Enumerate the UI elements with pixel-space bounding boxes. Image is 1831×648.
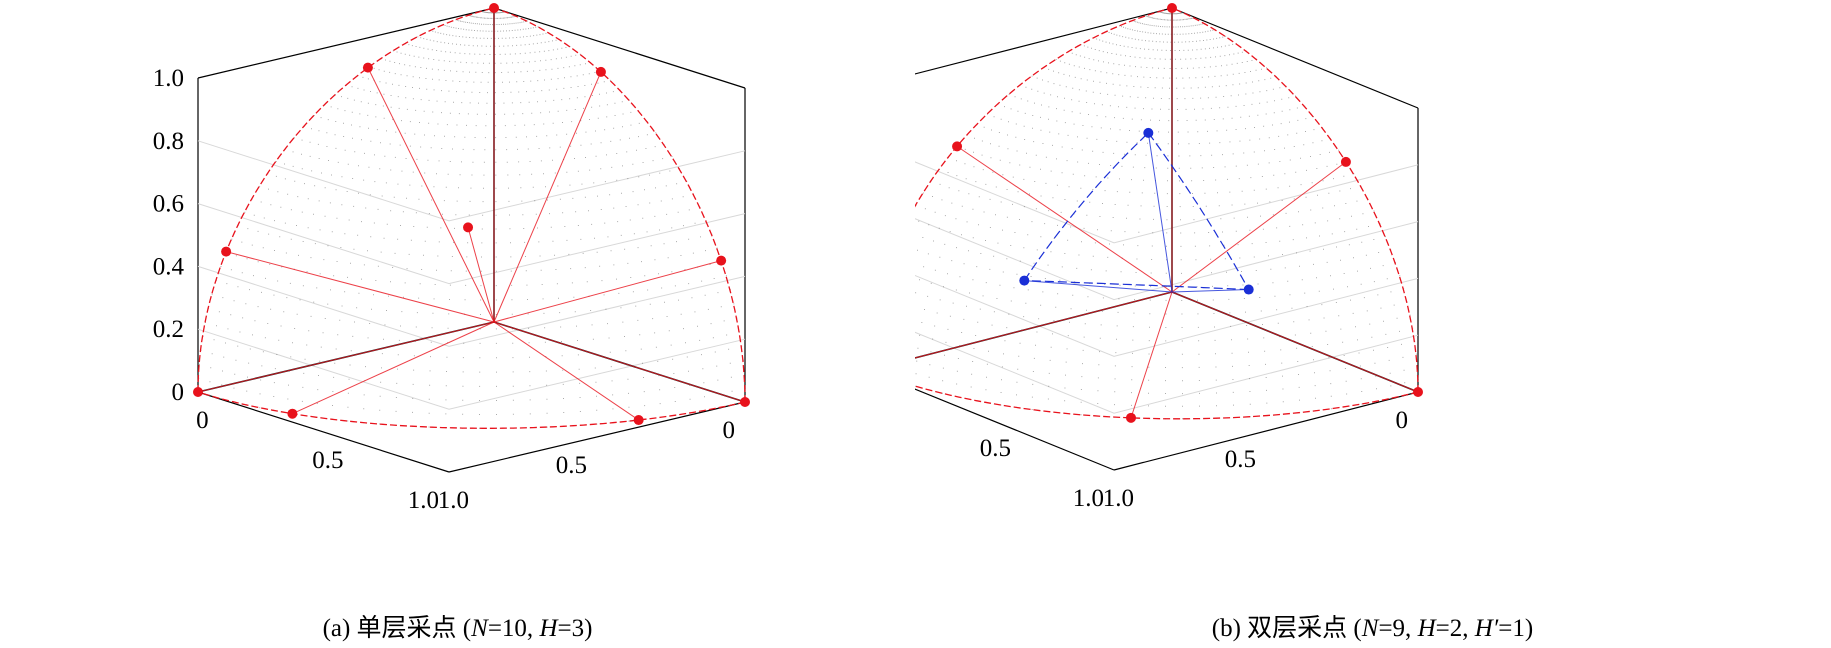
grid-line-a-3 bbox=[197, 203, 746, 285]
ray-a-0-2 bbox=[292, 321, 495, 415]
ray-a-0-1 bbox=[493, 321, 639, 421]
data-point-a-0-9 bbox=[489, 3, 499, 13]
caption-b: (b) 双层采点 (N=9, H=2, H′=1) bbox=[915, 608, 1830, 644]
surface-mesh-b bbox=[915, 7, 1419, 420]
ray-b-1-1 bbox=[1024, 280, 1173, 293]
grid-line-b-1 bbox=[915, 331, 1419, 414]
caption-b-n-val: =9, bbox=[1378, 615, 1418, 642]
data-point-a-0-0 bbox=[740, 397, 750, 407]
caption-a-prefix: (a) 单层采点 ( bbox=[322, 615, 472, 642]
ray-a-0-4 bbox=[493, 260, 722, 323]
ray-b-0-3 bbox=[1171, 161, 1347, 293]
caption-b-h2-val: =1) bbox=[1498, 615, 1534, 642]
frame-edge-b-1 bbox=[915, 388, 1115, 471]
caption-a-n-val: =10, bbox=[487, 615, 540, 642]
grid-line-b-3 bbox=[915, 218, 1419, 301]
data-point-a-0-1 bbox=[633, 415, 644, 426]
data-point-a-0-6 bbox=[463, 222, 474, 233]
ray-a-0-3 bbox=[197, 321, 495, 393]
data-point-a-0-8 bbox=[362, 62, 373, 73]
x-tick-label-b-2: 1.0 bbox=[1103, 485, 1134, 512]
grid-line-b-2 bbox=[915, 274, 1419, 357]
x-tick-label-b-1: 0.5 bbox=[980, 435, 1011, 462]
ray-a-0-5 bbox=[225, 251, 495, 323]
caption-b-n-var: N bbox=[1361, 615, 1379, 642]
boundary-arc-a-1 bbox=[197, 7, 495, 393]
data-point-a-0-4 bbox=[716, 255, 727, 266]
ray-b-0-1 bbox=[1130, 291, 1173, 419]
z-tick-label-a-0: 0 bbox=[172, 379, 185, 406]
data-point-a-0-2 bbox=[287, 408, 298, 419]
caption-a-h-var: H bbox=[539, 615, 558, 642]
y-tick-label-a-2: 1.0 bbox=[408, 487, 439, 514]
x-tick-label-a-2: 1.0 bbox=[438, 487, 469, 514]
ray-b-0-0 bbox=[1171, 291, 1419, 393]
chart-panel-b: 00.20.40.60.81.000.51.000.51.0 (b) 双层采点 … bbox=[915, 0, 1830, 648]
caption-b-h-var: H bbox=[1417, 615, 1436, 642]
surface-mesh-a bbox=[198, 7, 746, 429]
y-tick-label-b-1: 0.5 bbox=[1225, 446, 1256, 473]
boundary-arc-b-0 bbox=[915, 385, 1419, 420]
frame-edge-b-5 bbox=[915, 7, 1173, 75]
data-point-b-0-4 bbox=[952, 141, 963, 152]
grid-line-a-4 bbox=[197, 140, 746, 222]
frame-edge-a-4 bbox=[493, 7, 746, 89]
boundary-arc-a-0 bbox=[197, 391, 746, 429]
z-tick-label-a-3: 0.6 bbox=[153, 191, 184, 218]
ray-a-0-8 bbox=[367, 67, 495, 323]
x-tick-label-a-0: 0 bbox=[196, 407, 209, 434]
z-tick-label-a-5: 1.0 bbox=[153, 65, 184, 92]
data-point-a-0-5 bbox=[221, 246, 232, 257]
ray-b-0-2 bbox=[915, 291, 1173, 359]
ray-b-1-0 bbox=[1171, 289, 1249, 293]
boundary-arc-b-1 bbox=[915, 7, 1173, 208]
frame-edge-a-1 bbox=[197, 391, 450, 473]
z-tick-label-a-1: 0.2 bbox=[153, 316, 184, 343]
grid-line-a-1 bbox=[197, 328, 746, 410]
frame-edge-a-0 bbox=[448, 401, 746, 473]
frame-edge-a-5 bbox=[197, 7, 495, 79]
frame-edge-b-0 bbox=[1113, 391, 1419, 471]
caption-a-h-val: =3) bbox=[557, 615, 593, 642]
caption-a-n-var: N bbox=[471, 615, 488, 642]
data-point-b-0-3 bbox=[1340, 156, 1351, 167]
chart-panel-a: 0 0.2 0.4 0.6 0.8 1.0 0 0.5 1.0 0 0.5 1.0 (a) 单层采点 … bbox=[0, 0, 915, 648]
caption-b-h2-var: H′ bbox=[1474, 615, 1499, 642]
inner-arc-b-2 bbox=[1147, 132, 1250, 290]
caption-b-h-val: =2, bbox=[1435, 615, 1475, 642]
x-tick-label-a-1: 0.5 bbox=[312, 447, 343, 474]
grid-line-a-2 bbox=[197, 265, 746, 347]
data-point-a-0-7 bbox=[595, 66, 606, 77]
y-tick-label-b-0: 0 bbox=[1396, 407, 1409, 434]
axis-line-b-1 bbox=[915, 291, 1173, 359]
ray-a-0-0 bbox=[493, 321, 746, 403]
ray-a-0-7 bbox=[493, 71, 602, 323]
data-point-b-1-0 bbox=[1243, 284, 1254, 295]
caption-b-prefix: (b) 双层采点 ( bbox=[1211, 615, 1362, 642]
chart-b-svg: 00.20.40.60.81.000.51.000.51.0 bbox=[915, 3, 1423, 512]
y-tick-label-b-2: 1.0 bbox=[1073, 485, 1104, 512]
data-point-b-1-1 bbox=[1019, 275, 1030, 286]
data-point-b-0-0 bbox=[1413, 387, 1423, 397]
z-tick-label-a-4: 0.8 bbox=[153, 128, 184, 155]
inner-arc-b-1 bbox=[1023, 132, 1149, 281]
y-tick-label-a-0: 0 bbox=[723, 417, 736, 444]
ray-a-0-6 bbox=[467, 227, 495, 323]
inner-arc-b-0 bbox=[1024, 280, 1249, 291]
ray-b-1-2 bbox=[1147, 132, 1173, 293]
data-point-b-0-5 bbox=[1167, 3, 1177, 13]
boundary-arc-a-2 bbox=[493, 7, 746, 403]
data-point-a-0-3 bbox=[193, 387, 203, 397]
y-tick-label-a-1: 0.5 bbox=[556, 452, 587, 479]
caption-a: (a) 单层采点 (N=10, H=3) bbox=[0, 608, 915, 644]
ray-b-0-4 bbox=[956, 145, 1173, 293]
data-point-b-0-1 bbox=[1125, 412, 1136, 423]
z-tick-label-a-2: 0.4 bbox=[153, 253, 185, 280]
frame-edge-b-4 bbox=[1171, 7, 1419, 109]
data-point-b-1-2 bbox=[1143, 127, 1154, 138]
chart-a-svg: 0 0.2 0.4 0.6 0.8 1.0 0 0.5 1.0 0 0.5 1.0 bbox=[153, 3, 750, 514]
grid-line-b-4 bbox=[915, 161, 1419, 244]
